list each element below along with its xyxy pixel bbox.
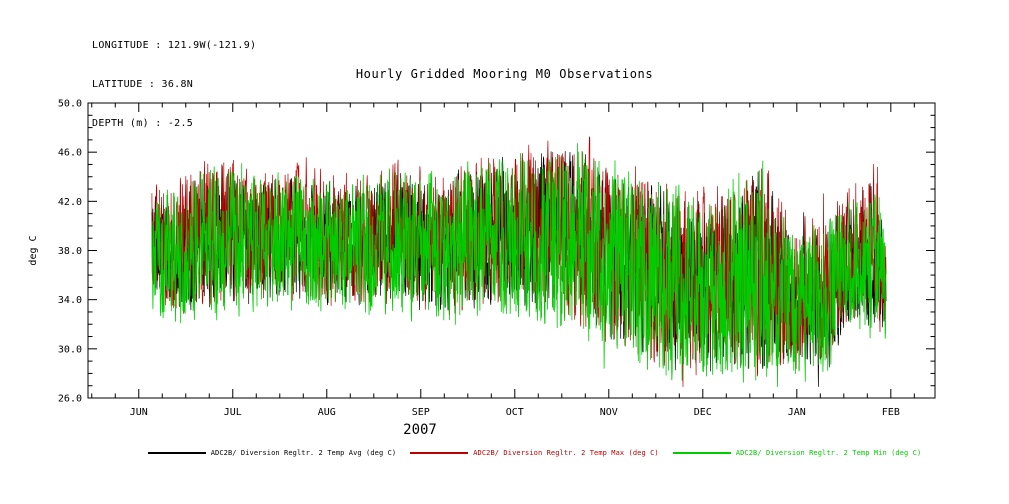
station-metadata: LONGITUDE : 121.9W(-121.9) LATITUDE : 36… <box>92 13 256 156</box>
depth-label: DEPTH (m) : -2.5 <box>92 118 194 129</box>
legend-item-avg: ADC2B/ Diversion Regltr. 2 Temp Avg (deg… <box>147 449 397 457</box>
svg-text:2007: 2007 <box>403 422 437 438</box>
svg-text:JUN: JUN <box>130 407 148 418</box>
svg-text:NOV: NOV <box>600 407 618 418</box>
legend-label: ADC2B/ Diversion Regltr. 2 Temp Max (deg… <box>473 449 659 457</box>
legend-label: ADC2B/ Diversion Regltr. 2 Temp Avg (deg… <box>210 449 397 457</box>
latitude-label: LATITUDE : 36.8N <box>92 79 194 90</box>
svg-text:OCT: OCT <box>506 407 524 418</box>
svg-text:26.0: 26.0 <box>58 394 82 405</box>
svg-text:34.0: 34.0 <box>58 295 82 306</box>
svg-text:JAN: JAN <box>788 407 806 418</box>
legend-swatch <box>410 452 469 454</box>
svg-text:SEP: SEP <box>412 407 430 418</box>
legend-label: ADC2B/ Diversion Regltr. 2 Temp Min (deg… <box>735 449 922 457</box>
chart-legend: ADC2B/ Diversion Regltr. 2 Temp Avg (deg… <box>0 449 1009 457</box>
legend-swatch <box>147 452 206 454</box>
svg-text:42.0: 42.0 <box>58 197 82 208</box>
svg-text:deg C: deg C <box>28 235 39 265</box>
svg-text:46.0: 46.0 <box>58 148 82 159</box>
svg-text:AUG: AUG <box>318 407 336 418</box>
longitude-label: LONGITUDE : 121.9W(-121.9) <box>92 40 257 51</box>
svg-text:30.0: 30.0 <box>58 344 82 355</box>
svg-text:50.0: 50.0 <box>58 99 82 110</box>
legend-swatch <box>672 452 731 454</box>
legend-item-max: ADC2B/ Diversion Regltr. 2 Temp Max (deg… <box>410 449 659 457</box>
svg-text:JUL: JUL <box>224 407 242 418</box>
svg-text:38.0: 38.0 <box>58 246 82 257</box>
legend-item-min: ADC2B/ Diversion Regltr. 2 Temp Min (deg… <box>672 449 922 457</box>
chart-title: Hourly Gridded Mooring M0 Observations <box>355 67 654 81</box>
svg-text:FEB: FEB <box>882 407 900 418</box>
svg-text:DEC: DEC <box>694 407 712 418</box>
